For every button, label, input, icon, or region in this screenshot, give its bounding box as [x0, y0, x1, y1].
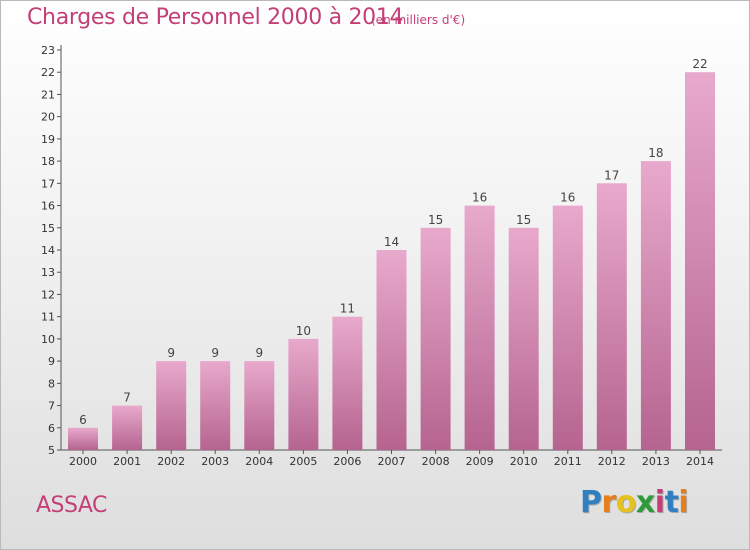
- bar: [244, 361, 275, 450]
- data-label: 16: [560, 191, 575, 205]
- data-label: 7: [123, 391, 131, 405]
- x-tick-label: 2000: [69, 455, 97, 468]
- bar: [68, 427, 98, 450]
- bar: [200, 361, 231, 450]
- city-name: ASSAC: [36, 493, 107, 518]
- logo-letter: o: [615, 485, 637, 520]
- x-tick-label: 2004: [245, 455, 273, 468]
- bar: [156, 361, 187, 450]
- data-label: 15: [428, 213, 443, 227]
- data-label: 16: [472, 191, 487, 205]
- y-tick-label: 17: [41, 177, 55, 190]
- y-tick-label: 5: [48, 444, 55, 457]
- bar: [596, 183, 627, 451]
- bar: [685, 72, 715, 450]
- logo-letter: r: [601, 485, 617, 520]
- y-tick-label: 9: [48, 355, 55, 368]
- bar: [508, 227, 539, 450]
- x-tick-label: 2007: [378, 455, 406, 468]
- x-tick-label: 2005: [289, 455, 317, 468]
- y-tick-label: 22: [41, 66, 55, 79]
- logo-letter: x: [635, 485, 655, 520]
- logo-letter: P: [580, 485, 602, 520]
- y-tick-label: 8: [48, 377, 55, 390]
- chart-title: Charges de Personnel 2000 à 2014: [27, 5, 404, 30]
- y-tick-label: 6: [48, 422, 55, 435]
- y-tick-label: 14: [41, 244, 55, 257]
- x-tick-label: 2011: [554, 455, 582, 468]
- x-tick-label: 2010: [510, 455, 538, 468]
- bar: [288, 338, 319, 450]
- x-tick-label: 2013: [642, 455, 670, 468]
- x-tick-label: 2008: [422, 455, 450, 468]
- logo-letter: i: [678, 485, 689, 520]
- data-label: 22: [692, 57, 707, 71]
- data-label: 14: [384, 235, 399, 249]
- bar: [464, 205, 495, 450]
- bar: [552, 205, 583, 450]
- logo-letter: t: [664, 485, 679, 520]
- y-tick-label: 19: [41, 133, 55, 146]
- x-tick-label: 2014: [686, 455, 714, 468]
- y-tick-label: 16: [41, 200, 55, 213]
- data-label: 6: [79, 413, 87, 427]
- y-tick-label: 7: [48, 400, 55, 413]
- x-tick-label: 2002: [157, 455, 185, 468]
- y-tick-label: 20: [41, 111, 55, 124]
- bar: [640, 161, 671, 450]
- data-label: 18: [648, 146, 663, 160]
- data-label: 10: [296, 324, 311, 338]
- bar: [332, 316, 363, 450]
- proxiti-logo: Proxiti: [580, 485, 689, 520]
- chart-labels: 6 7 9 9 9 10 11 14 15 16 15 16 17 18 22: [79, 57, 707, 427]
- data-label: 11: [340, 302, 355, 316]
- data-label: 9: [255, 346, 263, 360]
- data-label: 17: [604, 168, 619, 182]
- x-tick-label: 2009: [466, 455, 494, 468]
- y-tick-label: 11: [41, 311, 55, 324]
- y-tick-label: 12: [41, 288, 55, 301]
- chart-subtitle: (en milliers d'€): [371, 13, 466, 27]
- y-tick-label: 23: [41, 44, 55, 57]
- x-tick-label: 2001: [113, 455, 141, 468]
- y-tick-label: 15: [41, 222, 55, 235]
- y-tick-label: 13: [41, 266, 55, 279]
- x-tick-label: 2003: [201, 455, 229, 468]
- chart-bars: [68, 72, 715, 451]
- bar: [376, 250, 407, 450]
- x-tick-label: 2012: [598, 455, 626, 468]
- data-label: 15: [516, 213, 531, 227]
- logo-letter: i: [654, 485, 665, 520]
- y-tick-label: 10: [41, 333, 55, 346]
- bar: [112, 405, 143, 450]
- data-label: 9: [211, 346, 219, 360]
- x-tick-label: 2006: [333, 455, 361, 468]
- data-label: 9: [167, 346, 175, 360]
- bar: [420, 227, 451, 450]
- y-tick-label: 21: [41, 88, 55, 101]
- y-tick-label: 18: [41, 155, 55, 168]
